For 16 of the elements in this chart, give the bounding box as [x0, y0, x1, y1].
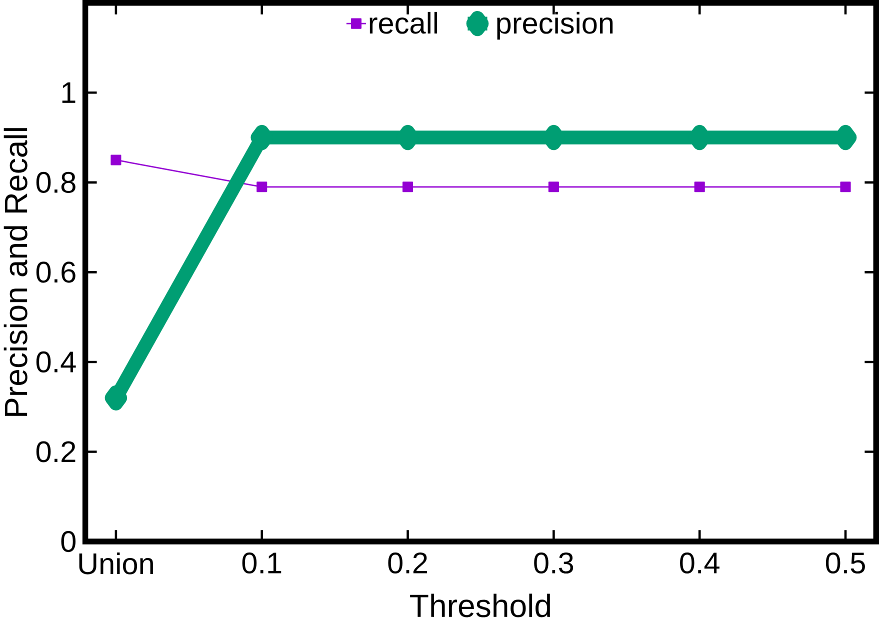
legend-label: recall [370, 12, 438, 34]
y-axis-title: Precision and Recall [4, 128, 28, 416]
x-tick-label: 0.5 [826, 552, 865, 574]
y-tick-label: 0.6 [36, 262, 76, 283]
legend-label: precision [497, 12, 613, 40]
x-tick-label: 0.2 [388, 552, 427, 574]
y-tick-label: 0 [61, 530, 76, 552]
y-tick-label: 1 [62, 82, 76, 103]
y-tick-label: 0.8 [36, 172, 76, 193]
x-tick-label: Union [79, 552, 153, 574]
y-tick-label: 0.4 [36, 351, 76, 372]
x-tick-label: 0.4 [680, 552, 720, 574]
x-tick-label: 0.3 [534, 552, 574, 574]
x-tick-label: 0.1 [242, 552, 282, 574]
x-axis-title: Threshold [410, 594, 550, 618]
y-tick-label: 0.2 [36, 441, 76, 462]
